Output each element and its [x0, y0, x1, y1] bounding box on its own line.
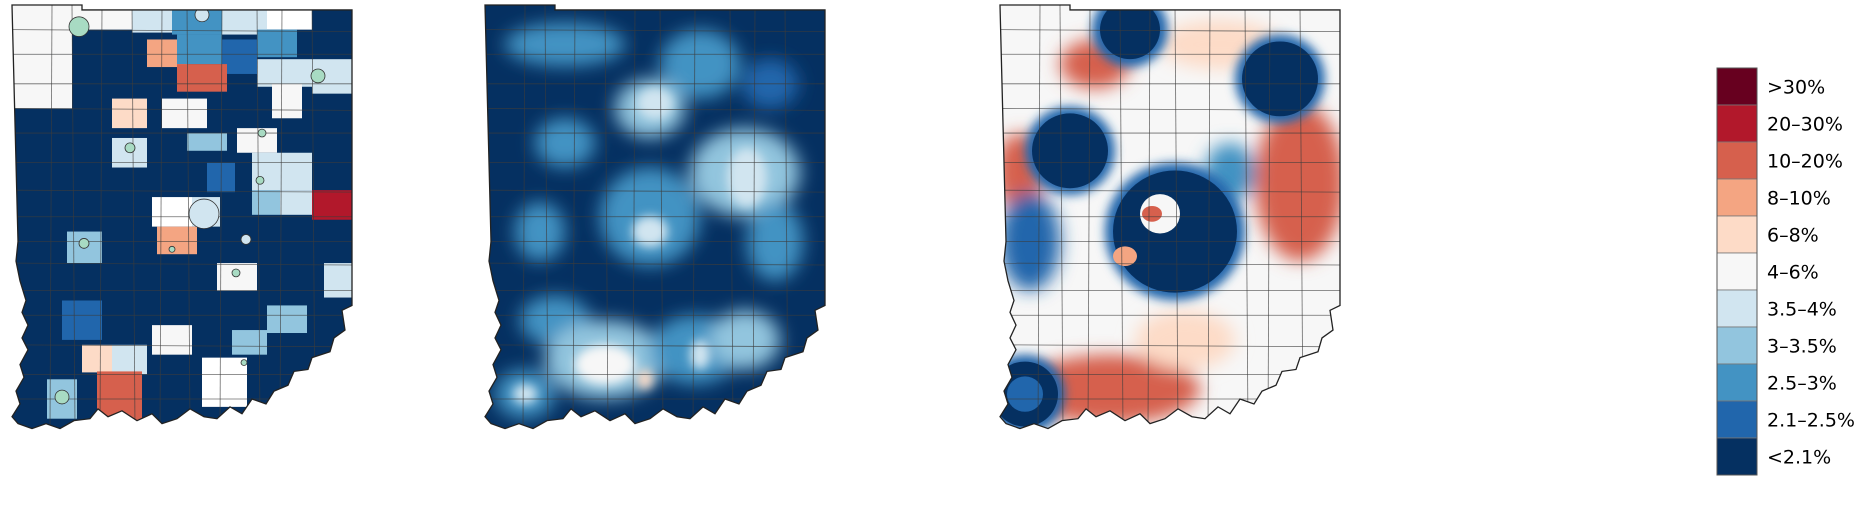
sample-marker — [168, 245, 176, 253]
residual-surface-map — [999, 4, 1341, 430]
county-cell — [324, 263, 352, 298]
legend-swatch — [1716, 363, 1758, 402]
sample-marker — [78, 238, 90, 249]
county-choropleth-map — [11, 4, 353, 430]
county-cell — [252, 190, 280, 215]
legend-swatch — [1716, 326, 1758, 365]
county-cell — [177, 34, 222, 65]
sample-marker — [124, 142, 136, 154]
sample-marker — [231, 268, 241, 278]
county-cell — [282, 152, 312, 191]
county-cell — [162, 98, 207, 129]
sample-marker — [257, 128, 267, 138]
sample-marker — [240, 234, 252, 245]
county-cell — [222, 39, 257, 74]
legend-label: 2.1–2.5% — [1767, 410, 1855, 432]
legend-label: 8–10% — [1767, 188, 1831, 210]
county-cell — [177, 64, 227, 92]
legend-swatch — [1716, 178, 1758, 217]
legend-swatch — [1716, 437, 1758, 476]
legend-label: >30% — [1767, 77, 1825, 99]
legend-label: 6–8% — [1767, 225, 1819, 247]
county-cell — [312, 190, 352, 220]
sample-marker — [240, 359, 248, 366]
sample-marker — [68, 16, 90, 37]
sample-marker — [54, 389, 70, 405]
county-cell — [187, 133, 227, 151]
county-cell — [152, 197, 192, 227]
smoothed-surface-map — [484, 4, 826, 430]
county-cell — [272, 83, 302, 119]
legend-label: 10–20% — [1767, 151, 1843, 173]
county-cell — [267, 305, 307, 334]
legend-label: <2.1% — [1767, 447, 1831, 469]
county-cell — [62, 300, 102, 340]
legend-swatch — [1716, 141, 1758, 180]
county-cell — [157, 226, 197, 255]
legend-label: 20–30% — [1767, 114, 1843, 136]
legend-label: 4–6% — [1767, 262, 1819, 284]
sample-markers — [54, 7, 326, 405]
sample-marker — [188, 198, 220, 229]
legend-frame — [1716, 67, 1758, 476]
legend-swatch — [1716, 252, 1758, 291]
county-cell — [112, 344, 147, 375]
county-cell — [257, 59, 312, 87]
color-legend: >30% 20–30% 10–20% 8–10% 6–8% 4–6% 3.5–4% 3–3.5… — [1716, 67, 1855, 476]
county-cell — [132, 5, 172, 33]
county-boundaries — [485, 5, 825, 429]
county-cell — [232, 330, 267, 355]
sample-marker — [310, 68, 326, 84]
county-cell — [252, 152, 282, 191]
sample-marker — [255, 175, 265, 185]
county-cell — [267, 5, 312, 30]
legend-label: 3–3.5% — [1767, 336, 1837, 358]
county-cell — [202, 357, 247, 407]
county-cell — [152, 325, 192, 355]
legend-swatch — [1716, 289, 1758, 328]
legend-swatch — [1716, 67, 1758, 106]
legend-swatch — [1716, 215, 1758, 254]
legend-swatch — [1716, 104, 1758, 143]
legend-label: 2.5–3% — [1767, 373, 1837, 395]
county-cell — [82, 344, 112, 373]
legend-swatch — [1716, 400, 1758, 439]
county-cell — [112, 98, 147, 129]
legend-label: 3.5–4% — [1767, 299, 1837, 321]
county-cell — [12, 54, 72, 109]
county-cell — [257, 29, 297, 58]
county-cell — [237, 128, 277, 153]
county-cell — [280, 190, 312, 215]
